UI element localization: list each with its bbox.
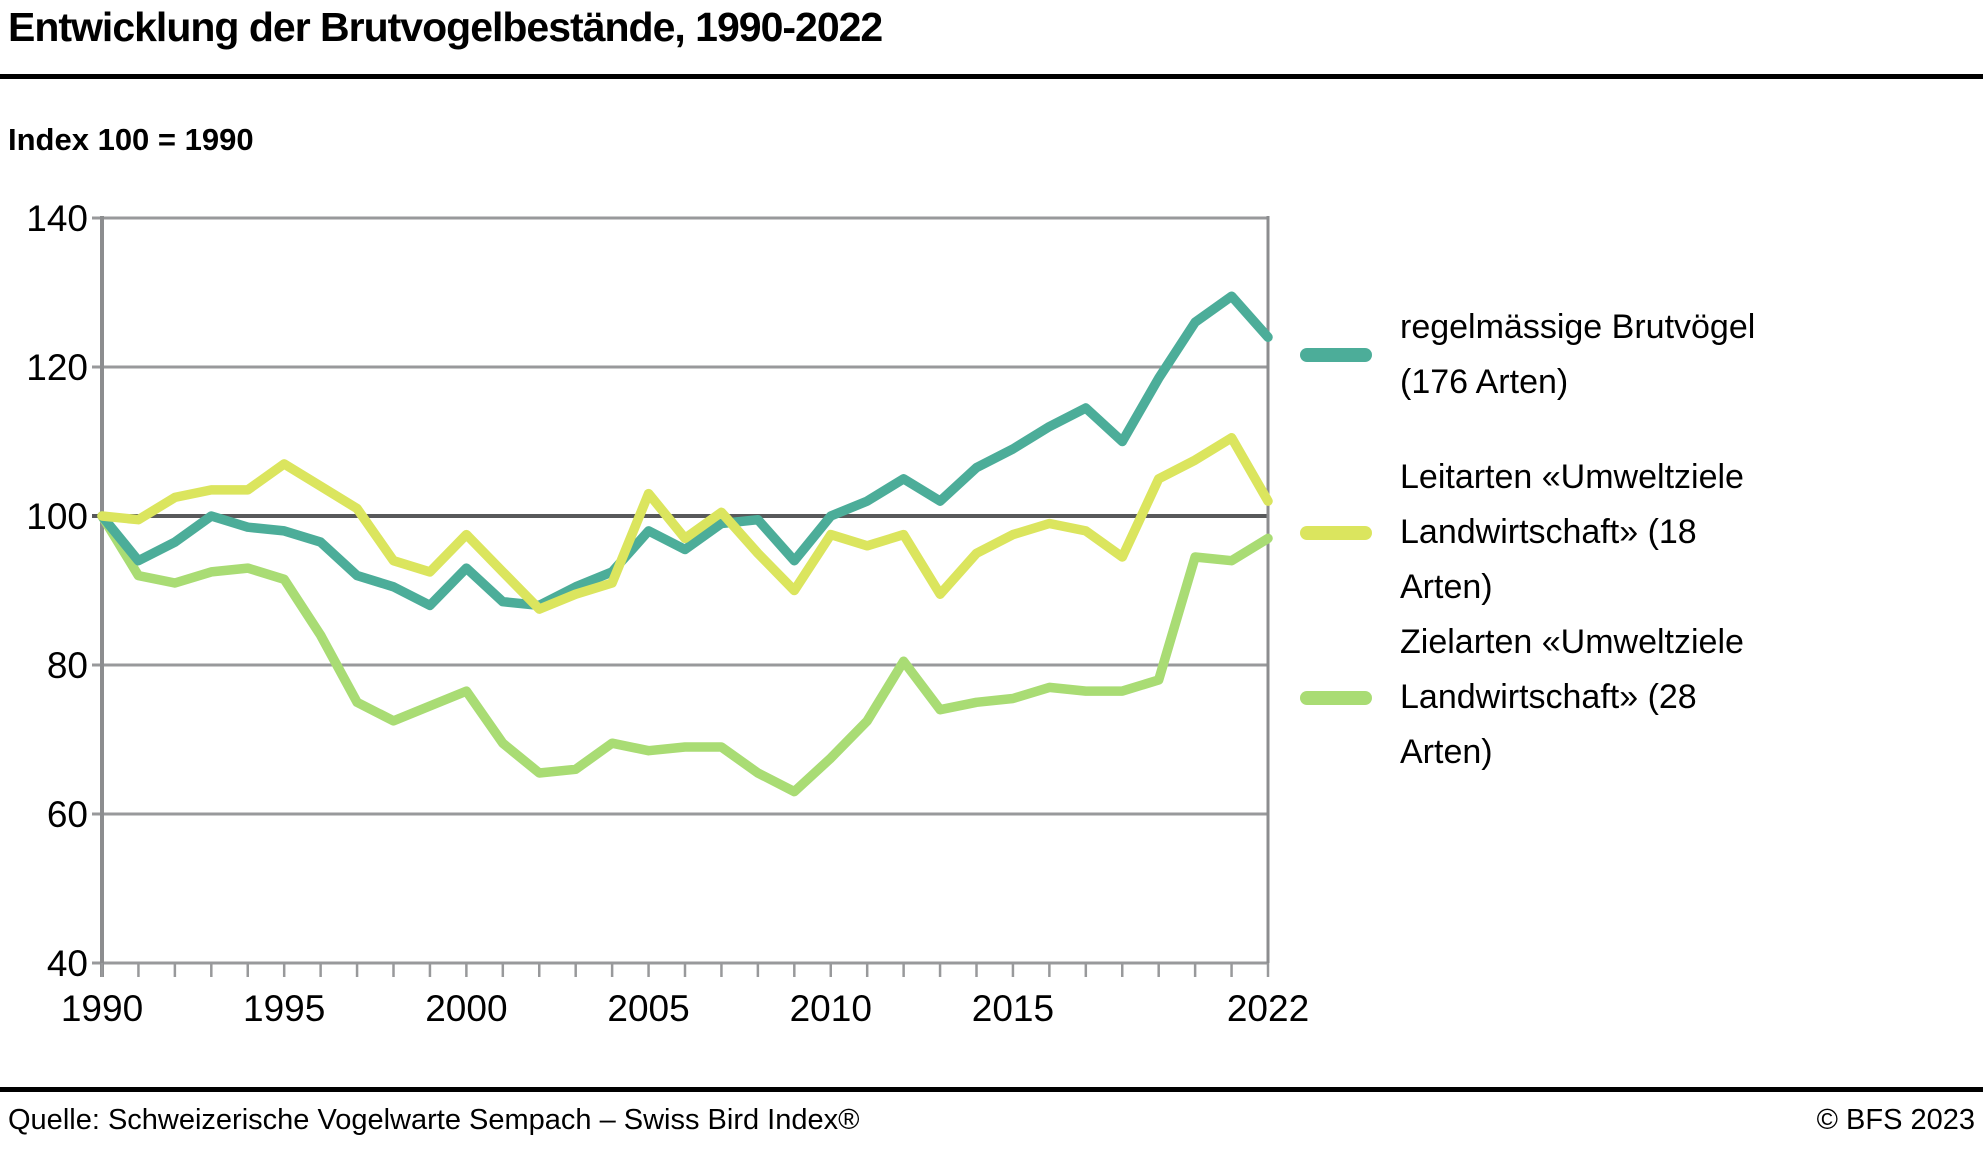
legend-item-regelmaessige-brutvoegel: regelmässige Brutvögel (176 Arten) (1300, 300, 1860, 410)
svg-text:2022: 2022 (1227, 988, 1309, 1029)
legend-label: Zielarten «Umweltziele Landwirtschaft» (2… (1400, 615, 1744, 780)
legend-item-zielarten: Zielarten «Umweltziele Landwirtschaft» (2… (1300, 615, 1860, 780)
legend-label-line: Landwirtschaft» (18 (1400, 513, 1697, 551)
svg-text:2015: 2015 (972, 988, 1054, 1029)
page-title: Entwicklung der Brutvogelbestände, 1990-… (8, 4, 883, 50)
svg-text:2010: 2010 (790, 988, 872, 1029)
legend-label: Leitarten «Umweltziele Landwirtschaft» (1… (1400, 450, 1744, 615)
copyright-note: © BFS 2023 (1816, 1104, 1975, 1136)
svg-text:2005: 2005 (607, 988, 689, 1029)
legend-item-leitarten: Leitarten «Umweltziele Landwirtschaft» (1… (1300, 450, 1860, 615)
legend-label: regelmässige Brutvögel (176 Arten) (1400, 300, 1755, 410)
legend-label-line: Leitarten «Umweltziele (1400, 458, 1744, 496)
svg-text:1990: 1990 (61, 988, 143, 1029)
legend-swatch-green (1300, 690, 1372, 705)
chart-subtitle: Index 100 = 1990 (8, 122, 254, 157)
legend-label-line: Zielarten «Umweltziele (1400, 623, 1744, 661)
legend-label-line: regelmässige Brutvögel (1400, 308, 1756, 346)
legend-swatch-yellow (1300, 525, 1372, 540)
svg-text:40: 40 (47, 943, 88, 984)
title-divider (0, 74, 1983, 79)
footer: Quelle: Schweizerische Vogelwarte Sempac… (8, 1104, 1975, 1137)
svg-text:80: 80 (47, 645, 88, 686)
source-note: Quelle: Schweizerische Vogelwarte Sempac… (8, 1104, 860, 1136)
footer-divider (0, 1087, 1983, 1092)
legend-label-line: Landwirtschaft» (28 (1400, 678, 1697, 716)
svg-text:2000: 2000 (425, 988, 507, 1029)
data-line-0 (97, 291, 1273, 611)
chart-legend: regelmässige Brutvögel (176 Arten) Leitar… (1300, 300, 1860, 780)
svg-text:120: 120 (26, 347, 88, 388)
data-line-1 (97, 433, 1273, 614)
legend-label-line: (176 Arten) (1400, 363, 1569, 401)
svg-text:100: 100 (26, 496, 88, 537)
legend-label-line: Arten) (1400, 568, 1493, 606)
data-line-2 (97, 511, 1273, 797)
svg-text:60: 60 (47, 794, 88, 835)
svg-text:140: 140 (26, 198, 88, 239)
legend-label-line: Arten) (1400, 733, 1493, 771)
svg-text:1995: 1995 (243, 988, 325, 1029)
legend-swatch-teal (1300, 348, 1372, 362)
